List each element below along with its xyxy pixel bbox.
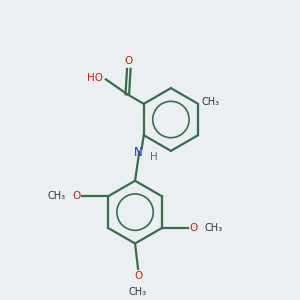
Text: N: N xyxy=(134,146,142,159)
Text: O: O xyxy=(189,223,197,233)
Text: CH₃: CH₃ xyxy=(202,97,220,107)
Text: HO: HO xyxy=(87,73,104,83)
Text: O: O xyxy=(125,56,133,67)
Text: O: O xyxy=(73,191,81,201)
Text: CH₃: CH₃ xyxy=(129,287,147,297)
Text: H: H xyxy=(150,152,158,162)
Text: CH₃: CH₃ xyxy=(204,223,222,233)
Text: O: O xyxy=(134,271,142,281)
Text: CH₃: CH₃ xyxy=(48,191,66,201)
